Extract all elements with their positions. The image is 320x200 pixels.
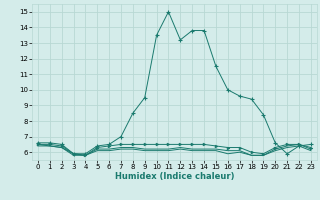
X-axis label: Humidex (Indice chaleur): Humidex (Indice chaleur): [115, 172, 234, 181]
